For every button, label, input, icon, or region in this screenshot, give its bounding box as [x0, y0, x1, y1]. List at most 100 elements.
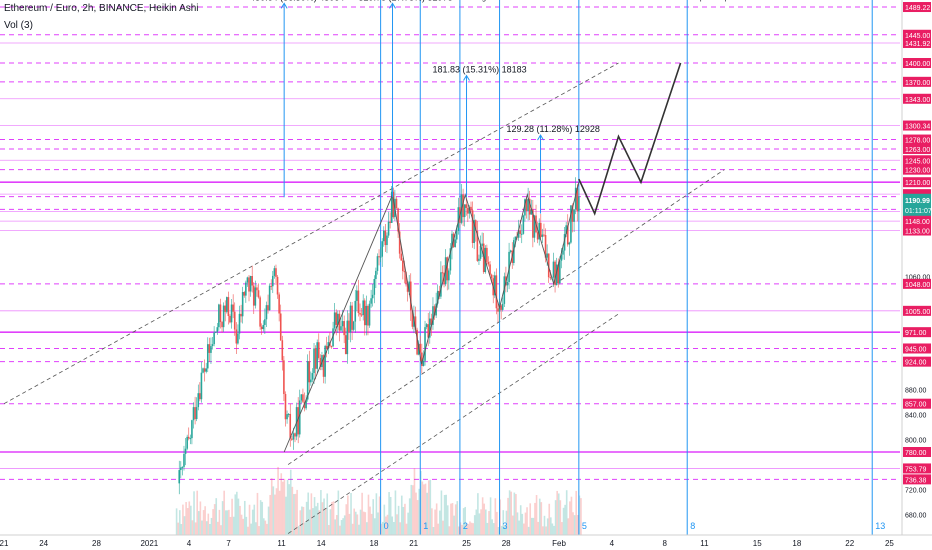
- measure-label: 129.28 (11.28%) 12928: [507, 124, 600, 134]
- volume-bar: [504, 526, 506, 535]
- volume-bar: [535, 495, 538, 535]
- candle-body: [287, 413, 290, 415]
- candle-body: [211, 344, 214, 347]
- volume-bar: [358, 524, 360, 535]
- volume-bar: [426, 492, 428, 535]
- volume-bar: [505, 510, 508, 535]
- volume-bar: [234, 494, 237, 535]
- candle-body: [370, 298, 372, 304]
- candle-body: [448, 270, 450, 281]
- volume-bar: [183, 516, 186, 535]
- volume-bar: [542, 526, 544, 535]
- volume-bar: [469, 521, 471, 535]
- candle-body: [259, 297, 261, 327]
- candle-body: [281, 340, 284, 361]
- candle-body: [462, 194, 464, 218]
- price-level-tag: [903, 216, 931, 227]
- candle-body: [478, 258, 480, 261]
- candle-body: [354, 300, 357, 322]
- volume-bar: [472, 523, 474, 535]
- volume-bar: [507, 497, 509, 535]
- volume-bar: [567, 518, 570, 535]
- volume-bar: [337, 490, 340, 535]
- candle-body: [395, 198, 398, 209]
- candle-body: [563, 234, 566, 251]
- current-price-label: 1190.99: [905, 198, 930, 205]
- volume-bar: [334, 519, 336, 535]
- candle-body: [497, 308, 499, 312]
- volume-bar: [196, 490, 199, 535]
- volume-bar: [559, 500, 562, 535]
- volume-bar: [554, 500, 557, 535]
- price-level-tag: [903, 225, 931, 236]
- candle-body: [571, 205, 574, 222]
- candle-body: [544, 235, 547, 258]
- volume-bar: [456, 501, 459, 535]
- candle-body: [333, 312, 336, 329]
- time-tick-label: 14: [317, 539, 326, 548]
- candle-body: [451, 233, 453, 249]
- volume-indicator-label[interactable]: Vol (3): [4, 20, 33, 31]
- volume-bar: [518, 520, 520, 535]
- volume-bar: [263, 518, 265, 535]
- price-level-tag: [903, 474, 931, 485]
- volume-bar: [266, 523, 268, 535]
- price-level-tag: [903, 278, 931, 289]
- volume-bar: [543, 515, 546, 535]
- candle-body: [383, 230, 385, 242]
- volume-bar: [521, 513, 524, 535]
- volume-bar: [247, 526, 249, 535]
- candle-body: [481, 243, 483, 246]
- volume-bar: [224, 510, 227, 535]
- volume-bar: [243, 500, 246, 535]
- price-level-tag: [903, 164, 931, 175]
- candle-body: [408, 281, 410, 292]
- volume-bar: [478, 513, 481, 535]
- volume-bar: [294, 493, 297, 535]
- volume-bar: [297, 525, 300, 535]
- candle-body: [219, 304, 222, 323]
- candle-body: [387, 221, 390, 236]
- chart-annotation: head & shoulders: [474, 0, 533, 2]
- volume-bar: [205, 521, 208, 535]
- volume-bar: [531, 517, 533, 535]
- volume-bar: [275, 488, 278, 535]
- candle-body: [230, 304, 233, 323]
- volume-bar: [440, 490, 443, 535]
- candle-body: [514, 236, 517, 241]
- candle-body: [362, 300, 364, 316]
- volume-bar: [437, 523, 440, 535]
- volume-bar: [446, 505, 449, 535]
- candle-body: [352, 321, 355, 330]
- time-marker-label: 3: [503, 521, 508, 531]
- volume-bar: [393, 521, 395, 535]
- volume-bar: [228, 509, 230, 535]
- candle-body: [206, 344, 209, 369]
- time-tick-label: 7: [226, 539, 231, 548]
- candle-body: [222, 305, 225, 328]
- zigzag-pattern: [283, 182, 580, 453]
- volume-bar: [202, 510, 205, 535]
- time-marker-label: 1: [423, 521, 428, 531]
- measure-arrow: [537, 134, 544, 141]
- candle-body: [191, 420, 193, 439]
- candle-body: [528, 198, 531, 215]
- price-level-label: 1245.00: [905, 158, 930, 165]
- candle-body: [249, 276, 252, 292]
- volume-bar: [285, 496, 287, 535]
- price-level-label: 1445.00: [905, 33, 930, 40]
- volume-bar: [339, 525, 341, 535]
- time-axis: [0, 535, 932, 550]
- volume-bar: [481, 497, 484, 535]
- volume-bar: [328, 525, 330, 535]
- candle-body: [557, 264, 560, 284]
- volume-bar: [377, 512, 379, 535]
- time-tick-label: 15: [753, 539, 762, 548]
- volume-bar: [576, 515, 579, 535]
- volume-bar: [272, 486, 275, 535]
- candle-body: [392, 191, 395, 218]
- volume-bar: [185, 502, 187, 535]
- candle-body: [181, 466, 184, 468]
- candle-body: [520, 233, 523, 235]
